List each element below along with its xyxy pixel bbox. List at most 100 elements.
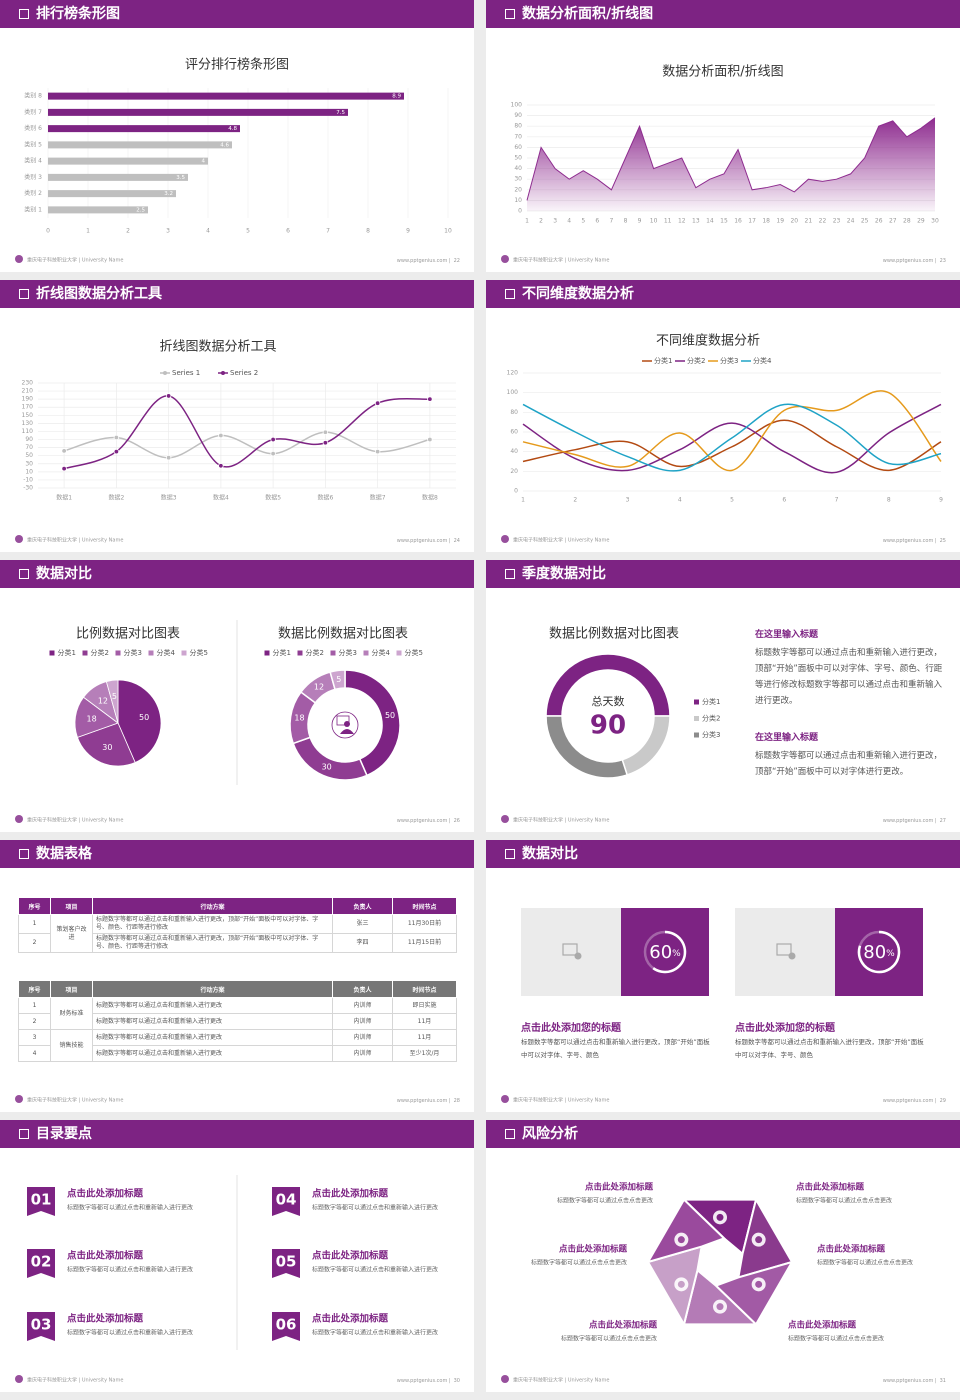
footer-url-text: www.pptgenius.com | xyxy=(883,1378,937,1384)
footer-school: 重庆电子科技职业大学 | University Name xyxy=(513,817,609,824)
table-row: 1 策划客户改进 标题数字等都可以通过点击和重新输入进行更改，顶部“开始”面板中可以… xyxy=(18,914,457,953)
cell: 张三 xyxy=(332,914,393,934)
column-header: 项目 xyxy=(50,897,93,915)
chart-title: 比例数据对比图表 xyxy=(76,627,180,642)
y-tick-label: 50 xyxy=(25,452,33,459)
image-icon-plus xyxy=(788,952,796,960)
table-body: 序号 项目 行动方案 负责人 时间节点 1 策划客户改进 标题数字等都可以通过点击和重新输入进… xyxy=(18,897,457,953)
footer-school: 重庆电子科技职业大学 | University Name xyxy=(513,257,609,264)
x-tick-label: 13 xyxy=(692,218,700,225)
legend-label: 分类3 xyxy=(720,356,738,365)
bar xyxy=(48,206,148,214)
cell: 11月 xyxy=(392,1029,457,1046)
y-tick-label: 210 xyxy=(22,388,34,395)
x-tick-label: 数据6 xyxy=(317,494,333,502)
y-tick-label: 60 xyxy=(510,429,518,436)
segment-icon-dot xyxy=(716,1303,724,1311)
page-number: 28 xyxy=(454,1098,460,1104)
cell-item: 销售技能 xyxy=(50,1029,93,1062)
item-heading: 点击此处添加标题 xyxy=(67,1313,144,1325)
chart-title: 数据分析面积/折线图 xyxy=(662,65,783,80)
ring-segment xyxy=(645,1198,727,1264)
slice xyxy=(76,722,136,767)
cell: 标题数字等都可以通过点击和重新输入进行更改 xyxy=(92,1029,333,1046)
column-header: 行动方案 xyxy=(92,980,333,998)
point xyxy=(427,436,433,443)
legend-label: 分类1 xyxy=(273,648,291,657)
legend-swatch xyxy=(115,650,121,656)
item-heading: 点击此处添加标题 xyxy=(67,1250,144,1262)
series-line xyxy=(522,390,942,472)
x-tick-label: 6 xyxy=(286,228,290,235)
table-row: 2 标题数字等都可以通过点击和重新输入进行更改，顶部“开始”面板中可以对字体、字号… xyxy=(18,933,457,953)
slide-title: 季度数据对比 xyxy=(522,566,606,582)
segment-icon-dot xyxy=(677,1280,685,1288)
cell-index: 1 xyxy=(18,997,51,1014)
footer-logo xyxy=(501,1375,509,1383)
slide-header: 不同维度数据分析 xyxy=(486,280,960,308)
slide-header: 数据对比 xyxy=(0,560,474,588)
cell-item: 策划客户改进 xyxy=(50,914,93,953)
legend-label: 分类1 xyxy=(702,697,720,706)
x-tick-label: 6 xyxy=(595,218,599,225)
item-number: 06 xyxy=(276,1316,297,1334)
center-value: 90 xyxy=(590,711,626,741)
x-tick-label: 1 xyxy=(86,228,90,235)
header-icon xyxy=(19,569,29,579)
legend-label: Series 2 xyxy=(230,369,258,377)
footer-url: www.pptgenius.com | 25 xyxy=(883,538,946,544)
x-tick-label: 数据2 xyxy=(108,494,124,502)
ring-value: 80% xyxy=(863,942,895,963)
cell-item: 财务标准 xyxy=(50,997,93,1030)
footer-url-text: www.pptgenius.com | xyxy=(883,818,937,824)
number-badge xyxy=(272,1249,300,1278)
bar xyxy=(48,141,232,149)
category-label: 类别 5 xyxy=(24,140,42,148)
footer-url-text: www.pptgenius.com | xyxy=(883,538,937,544)
legend-label: 分类4 xyxy=(157,648,176,657)
cell-index: 3 xyxy=(18,1029,51,1046)
y-tick-label: 40 xyxy=(510,448,518,455)
x-tick-label: 22 xyxy=(819,218,827,225)
cell: 内训师 xyxy=(332,1013,393,1030)
image-icon xyxy=(776,943,792,956)
slice xyxy=(344,669,401,777)
area xyxy=(527,117,935,211)
cell: 标题数字等都可以通过点击和重新输入进行更改 xyxy=(92,997,333,1014)
x-tick-label: 9 xyxy=(638,218,642,225)
x-tick-label: 16 xyxy=(734,218,742,225)
x-tick-label: 数据8 xyxy=(422,494,438,502)
slide-title: 风险分析 xyxy=(522,1126,578,1142)
slide-title: 数据分析面积/折线图 xyxy=(522,6,654,22)
bar xyxy=(48,108,348,116)
point xyxy=(218,432,224,439)
point xyxy=(270,436,276,443)
header-icon xyxy=(19,1129,29,1139)
x-tick-label: 8 xyxy=(887,497,891,504)
y-tick-label: 230 xyxy=(22,380,34,387)
cell: 内训师 xyxy=(332,1045,393,1062)
ring-arc xyxy=(857,930,901,974)
item-heading: 点击此处添加标题 xyxy=(312,1313,389,1325)
image-icon-plus xyxy=(574,952,582,960)
value-label: 4 xyxy=(202,159,206,165)
slide-title: 数据对比 xyxy=(522,846,578,862)
series-line xyxy=(63,395,430,470)
point xyxy=(165,393,172,399)
x-tick-label: 数据4 xyxy=(213,494,229,502)
y-tick-label: -10 xyxy=(23,476,33,483)
slide-title: 目录要点 xyxy=(36,1126,92,1142)
footer-url: www.pptgenius.com | 30 xyxy=(397,1378,460,1384)
y-tick-label: 110 xyxy=(22,428,34,435)
x-tick-label: 1 xyxy=(525,218,529,225)
legend-label: 分类3 xyxy=(339,648,357,657)
slice xyxy=(105,679,119,724)
footer-url-text: www.pptgenius.com | xyxy=(883,258,937,264)
footer-url: www.pptgenius.com | 24 xyxy=(397,538,460,544)
center-icon-card xyxy=(336,715,350,726)
slide-title: 数据表格 xyxy=(36,846,92,862)
y-tick-label: 30 xyxy=(514,176,522,183)
cell: 至少1次/月 xyxy=(392,1045,457,1062)
value-label: 30 xyxy=(322,763,332,772)
cell: 李四 xyxy=(332,933,393,953)
